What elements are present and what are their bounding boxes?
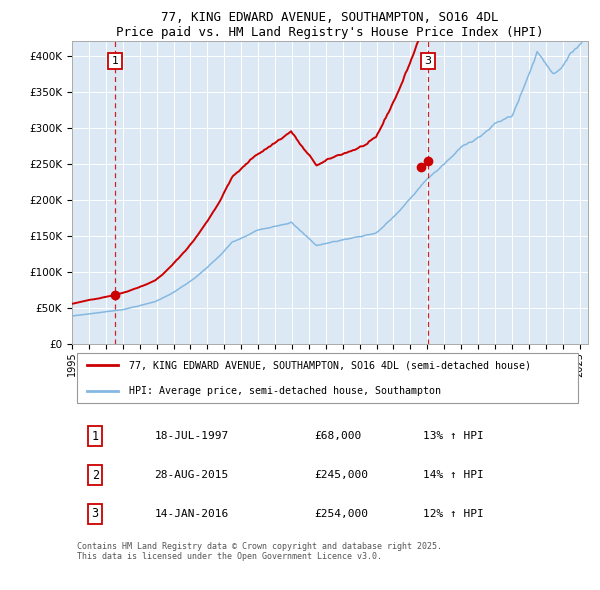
Text: 18-JUL-1997: 18-JUL-1997 — [155, 431, 229, 441]
Text: 14% ↑ HPI: 14% ↑ HPI — [423, 470, 484, 480]
Text: 1: 1 — [92, 430, 99, 443]
Text: 12% ↑ HPI: 12% ↑ HPI — [423, 509, 484, 519]
Text: 3: 3 — [424, 56, 431, 66]
Text: 1: 1 — [112, 56, 118, 66]
Title: 77, KING EDWARD AVENUE, SOUTHAMPTON, SO16 4DL
Price paid vs. HM Land Registry's : 77, KING EDWARD AVENUE, SOUTHAMPTON, SO1… — [116, 11, 544, 39]
Text: 77, KING EDWARD AVENUE, SOUTHAMPTON, SO16 4DL (semi-detached house): 77, KING EDWARD AVENUE, SOUTHAMPTON, SO1… — [129, 360, 531, 371]
FancyBboxPatch shape — [77, 353, 578, 404]
Text: 3: 3 — [92, 507, 99, 520]
Text: HPI: Average price, semi-detached house, Southampton: HPI: Average price, semi-detached house,… — [129, 386, 441, 396]
Text: 28-AUG-2015: 28-AUG-2015 — [155, 470, 229, 480]
Text: 13% ↑ HPI: 13% ↑ HPI — [423, 431, 484, 441]
Text: £245,000: £245,000 — [314, 470, 368, 480]
Text: Contains HM Land Registry data © Crown copyright and database right 2025.
This d: Contains HM Land Registry data © Crown c… — [77, 542, 442, 561]
Text: 2: 2 — [92, 468, 99, 481]
Text: £68,000: £68,000 — [314, 431, 362, 441]
Text: £254,000: £254,000 — [314, 509, 368, 519]
Text: 14-JAN-2016: 14-JAN-2016 — [155, 509, 229, 519]
